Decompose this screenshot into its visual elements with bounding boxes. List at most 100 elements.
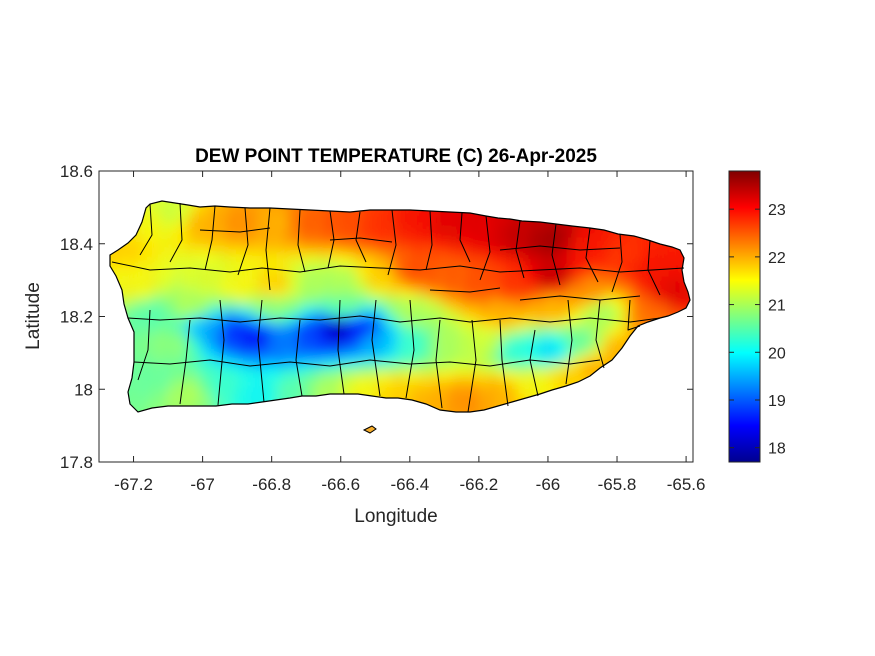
field-cell	[223, 374, 231, 383]
field-cell	[617, 302, 625, 311]
field-cell	[285, 251, 294, 260]
field-cell	[202, 243, 211, 252]
field-cell	[610, 265, 618, 274]
field-cell	[568, 352, 577, 361]
field-cell	[416, 316, 425, 325]
field-cell	[375, 374, 383, 383]
field-cell	[554, 287, 563, 296]
field-cell	[347, 389, 356, 398]
field-cell	[175, 265, 183, 274]
field-cell	[278, 345, 287, 354]
field-cell	[492, 294, 501, 303]
field-cell	[299, 258, 307, 267]
field-cell	[444, 272, 452, 281]
field-cell	[244, 396, 252, 405]
field-cell	[568, 236, 577, 245]
field-cell	[175, 302, 183, 311]
field-cell	[382, 331, 390, 340]
field-cell	[541, 294, 549, 303]
field-cell	[444, 396, 452, 405]
field-cell	[548, 338, 556, 347]
field-cell	[513, 287, 522, 296]
municipality-boundary	[565, 299, 573, 385]
field-cell	[154, 201, 162, 209]
field-cell	[361, 374, 370, 383]
field-cell	[313, 272, 321, 281]
field-cell	[451, 236, 459, 245]
field-cell	[465, 316, 473, 325]
field-cell	[161, 352, 169, 361]
field-cell	[513, 331, 522, 340]
field-cell	[485, 265, 494, 274]
field-cell	[285, 345, 294, 354]
municipality-boundary	[585, 227, 599, 283]
field-cell	[154, 309, 162, 318]
field-cell	[140, 352, 149, 361]
field-cell	[423, 316, 432, 325]
field-cell	[603, 243, 611, 252]
field-cell	[596, 251, 604, 260]
field-cell	[361, 302, 370, 311]
field-cell	[465, 331, 473, 340]
field-cell	[202, 272, 211, 281]
field-cell	[320, 265, 328, 274]
field-cell	[458, 258, 466, 267]
field-cell	[354, 389, 363, 398]
field-cell	[451, 316, 459, 325]
field-cell	[175, 229, 183, 238]
field-cell	[396, 382, 404, 391]
field-cell	[492, 272, 501, 281]
field-cell	[368, 236, 377, 245]
field-cell	[541, 323, 549, 332]
field-cell	[147, 367, 155, 376]
municipality-boundary	[337, 299, 345, 395]
field-cell	[361, 360, 370, 369]
field-cell	[458, 302, 466, 311]
field-cell	[195, 251, 204, 260]
field-cell	[603, 229, 611, 238]
field-cell	[644, 287, 653, 296]
field-cell	[472, 251, 480, 260]
field-cell	[672, 294, 680, 303]
field-cell	[188, 389, 197, 398]
field-cell	[527, 221, 535, 230]
field-cell	[402, 258, 411, 267]
field-cell	[202, 251, 211, 260]
field-cell	[264, 229, 273, 238]
field-cell	[506, 294, 515, 303]
field-cell	[534, 258, 542, 267]
field-cell	[465, 323, 473, 332]
field-cell	[368, 302, 377, 311]
field-cell	[361, 338, 370, 347]
municipality-boundary	[139, 203, 153, 256]
field-cell	[665, 243, 674, 252]
field-cell	[554, 302, 563, 311]
field-cell	[672, 258, 680, 267]
field-cell	[554, 280, 563, 289]
field-cell	[396, 287, 404, 296]
field-cell	[382, 207, 390, 216]
municipality-boundary	[387, 209, 397, 276]
field-cell	[623, 265, 632, 274]
field-cell	[223, 229, 231, 238]
field-cell	[188, 352, 197, 361]
field-cell	[154, 302, 162, 311]
field-cell	[541, 221, 549, 230]
field-cell	[175, 396, 183, 405]
field-cell	[382, 294, 390, 303]
field-cell	[437, 316, 446, 325]
field-cell	[644, 265, 653, 274]
field-cell	[340, 331, 349, 340]
field-cell	[527, 367, 535, 376]
field-cell	[251, 272, 259, 281]
field-cell	[603, 280, 611, 289]
field-cell	[644, 243, 653, 252]
field-cell	[168, 236, 176, 245]
field-cell	[147, 316, 155, 325]
field-cell	[430, 396, 439, 405]
field-cell	[223, 382, 231, 391]
field-cell	[499, 251, 508, 260]
field-cell	[147, 229, 155, 238]
field-cell	[175, 236, 183, 245]
field-cell	[589, 251, 598, 260]
